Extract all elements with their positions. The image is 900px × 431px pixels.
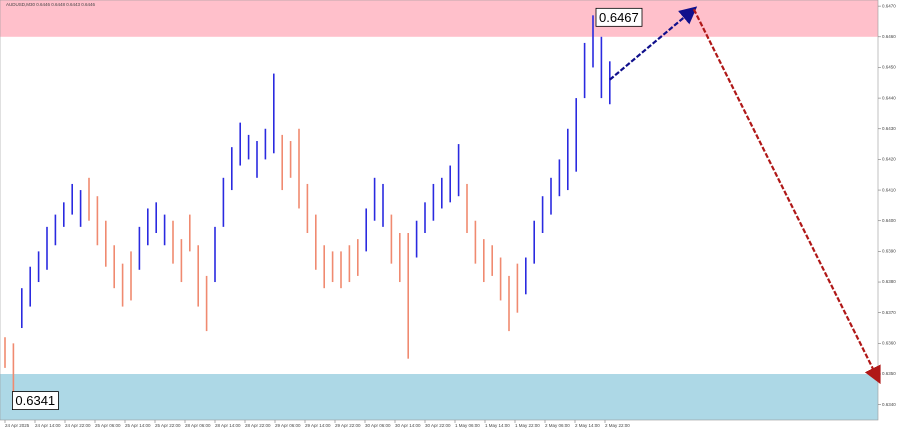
y-tick-label: 0.6410 (882, 187, 896, 192)
price-annotation: 0.6341 (11, 391, 59, 411)
y-tick-label: 0.6440 (882, 95, 896, 100)
support-zone (0, 374, 878, 420)
y-tick-label: 0.6340 (882, 402, 896, 407)
forecast-arrow (692, 8, 881, 385)
x-tick-label: 2 May 22:00 (605, 423, 630, 428)
plot-frame (0, 0, 879, 421)
x-tick-label: 28 Apr 06:00 (185, 423, 211, 428)
x-tick-label: 25 Apr 14:00 (125, 423, 151, 428)
resistance-zone (0, 0, 878, 37)
x-tick-label: 30 Apr 14:00 (395, 423, 421, 428)
x-tick-label: 25 Apr 06:00 (95, 423, 121, 428)
x-tick-label: 29 Apr 22:00 (335, 423, 361, 428)
y-tick-label: 0.6380 (882, 279, 896, 284)
y-tick-label: 0.6470 (882, 3, 896, 8)
y-tick-label: 0.6460 (882, 34, 896, 39)
y-tick-label: 0.6420 (882, 157, 896, 162)
x-tick-label: 29 Apr 06:00 (275, 423, 301, 428)
y-tick-label: 0.6370 (882, 310, 896, 315)
x-tick-label: 2 May 06:00 (545, 423, 570, 428)
annotation-box (595, 7, 643, 27)
x-tick-label: 29 Apr 14:00 (305, 423, 331, 428)
x-tick-label: 1 May 06:00 (455, 423, 480, 428)
x-tick-label: 24 Apr 2025 (5, 423, 30, 428)
x-tick-label: 24 Apr 14:00 (35, 423, 61, 428)
x-tick-label: 30 Apr 06:00 (365, 423, 391, 428)
x-tick-label: 1 May 14:00 (485, 423, 510, 428)
y-tick-label: 0.6390 (882, 249, 896, 254)
x-tick-label: 2 May 14:00 (575, 423, 600, 428)
y-tick-label: 0.6450 (882, 65, 896, 70)
x-tick-label: 30 Apr 22:00 (425, 423, 451, 428)
forecast-arrow (609, 6, 698, 81)
x-tick-label: 28 Apr 14:00 (215, 423, 241, 428)
annotation-box (11, 391, 59, 411)
y-tick-label: 0.6430 (882, 126, 896, 131)
x-tick-label: 24 Apr 22:00 (65, 423, 91, 428)
price-annotation: 0.6467 (595, 7, 643, 27)
x-tick-label: 1 May 22:00 (515, 423, 540, 428)
annotation-text: 0.6467 (599, 10, 639, 25)
x-tick-label: 28 Apr 22:00 (245, 423, 271, 428)
annotation-text: 0.6341 (15, 393, 55, 408)
y-tick-label: 0.6360 (882, 341, 896, 346)
x-tick-label: 25 Apr 22:00 (155, 423, 181, 428)
y-tick-label: 0.6350 (882, 371, 896, 376)
chart-title: AUDUSD,M30 0.6446 0.6448 0.6443 0.6446 (6, 2, 96, 7)
y-tick-label: 0.6400 (882, 218, 896, 223)
